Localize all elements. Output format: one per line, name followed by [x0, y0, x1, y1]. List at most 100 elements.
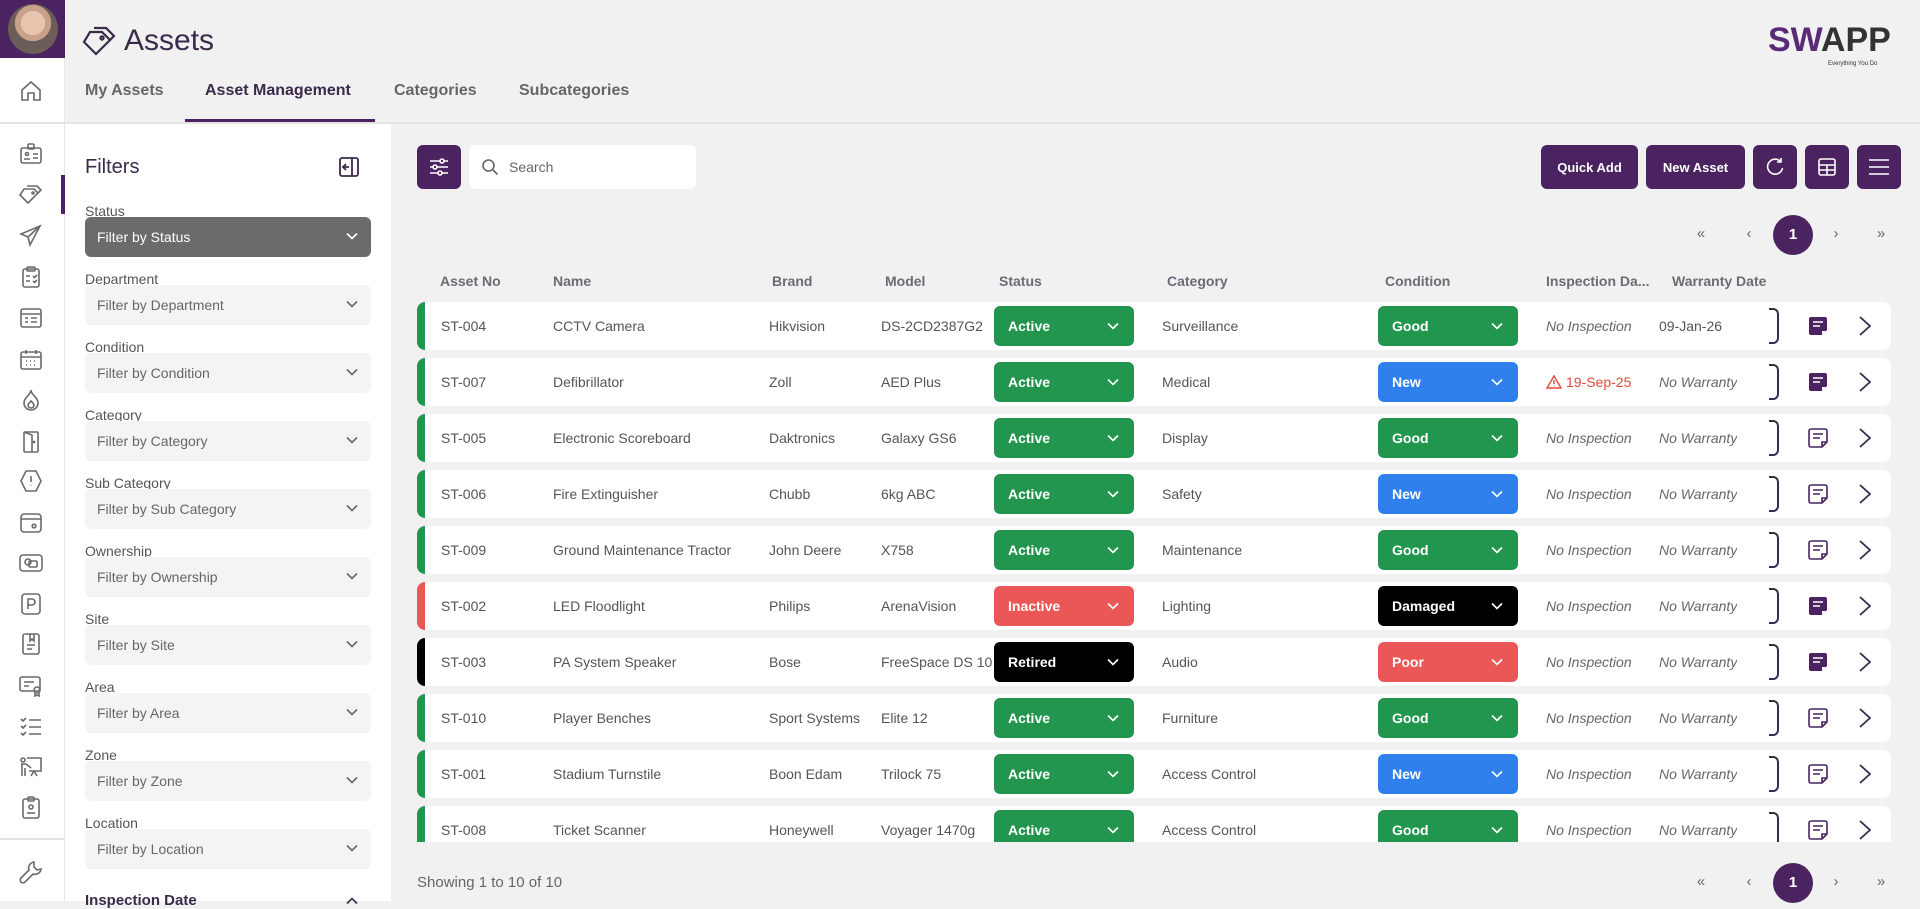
tab-asset-management[interactable]: Asset Management [185, 82, 375, 122]
pagination-prev[interactable]: ‹ [1746, 225, 1752, 242]
table-row[interactable]: ST-008 Ticket Scanner Honeywell Voyager … [417, 806, 1891, 842]
sidebar-item-calendar[interactable] [18, 347, 47, 373]
status-select[interactable]: Active [994, 754, 1134, 794]
sidebar-item-send[interactable] [18, 223, 47, 249]
sidebar-item-certificate[interactable] [18, 673, 47, 699]
column-header[interactable]: Category [1167, 273, 1228, 289]
notes-icon[interactable] [1807, 819, 1829, 841]
notes-icon[interactable] [1807, 483, 1829, 505]
filter-site-select[interactable]: Filter by Site [85, 625, 371, 665]
column-header[interactable]: Condition [1385, 273, 1451, 289]
grid-view-button[interactable] [1805, 145, 1849, 189]
status-select[interactable]: Active [994, 362, 1134, 402]
pagination-last[interactable]: » [1876, 873, 1886, 890]
sidebar-item-photo[interactable] [18, 550, 47, 576]
status-select[interactable]: Active [994, 474, 1134, 514]
condition-select[interactable]: Good [1378, 306, 1518, 346]
tab-my-assets[interactable]: My Assets [85, 82, 164, 99]
column-header[interactable]: Asset No [440, 273, 501, 289]
table-row[interactable]: ST-009 Ground Maintenance Tractor John D… [417, 526, 1891, 574]
chevron-right-icon[interactable] [1853, 482, 1875, 506]
condition-select[interactable]: Good [1378, 530, 1518, 570]
table-row[interactable]: ST-001 Stadium Turnstile Boon Edam Trilo… [417, 750, 1891, 798]
sidebar-item-presentation[interactable] [18, 754, 47, 780]
chevron-right-icon[interactable] [1853, 818, 1875, 842]
condition-select[interactable]: New [1378, 754, 1518, 794]
condition-select[interactable]: New [1378, 474, 1518, 514]
filter-zone-select[interactable]: Filter by Zone [85, 761, 371, 801]
avatar[interactable] [8, 4, 58, 54]
column-header[interactable]: Warranty Date [1672, 273, 1767, 289]
tab-categories[interactable]: Categories [394, 82, 477, 99]
status-select[interactable]: Active [994, 698, 1134, 738]
notes-icon[interactable] [1807, 539, 1829, 561]
column-header[interactable]: Name [553, 273, 592, 289]
sidebar-item-door[interactable] [18, 429, 47, 455]
condition-select[interactable]: Good [1378, 810, 1518, 842]
pagination-prev[interactable]: ‹ [1746, 873, 1752, 890]
column-header[interactable]: Brand [772, 273, 813, 289]
pagination-page-1[interactable]: 1 [1773, 215, 1813, 255]
condition-select[interactable]: Damaged [1378, 586, 1518, 626]
sidebar-item-clipboard-check[interactable] [18, 264, 47, 290]
tab-subcategories[interactable]: Subcategories [519, 82, 630, 99]
table-row[interactable]: ST-006 Fire Extinguisher Chubb 6kg ABC A… [417, 470, 1891, 518]
filter-condition-select[interactable]: Filter by Condition [85, 353, 371, 393]
column-header[interactable]: Inspection Da... [1546, 273, 1650, 289]
filter-ownership-select[interactable]: Filter by Ownership [85, 557, 371, 597]
refresh-button[interactable] [1753, 145, 1797, 189]
condition-select[interactable]: Good [1378, 698, 1518, 738]
collapse-panel-icon[interactable] [338, 156, 360, 178]
notes-icon[interactable] [1807, 427, 1829, 449]
filter-status-select[interactable]: Filter by Status [85, 217, 371, 257]
table-row[interactable]: ST-010 Player Benches Sport Systems Elit… [417, 694, 1891, 742]
column-header[interactable]: Status [999, 273, 1042, 289]
status-select[interactable]: Active [994, 810, 1134, 842]
new-asset-button[interactable]: New Asset [1646, 145, 1745, 189]
status-select[interactable]: Active [994, 306, 1134, 346]
sidebar-item-tag[interactable] [18, 182, 47, 208]
filter-department-select[interactable]: Filter by Department [85, 285, 371, 325]
notes-icon[interactable] [1807, 763, 1829, 785]
status-select[interactable]: Retired [994, 642, 1134, 682]
chevron-right-icon[interactable] [1853, 426, 1875, 450]
chevron-up-icon[interactable] [345, 894, 359, 908]
filter-sub-category-select[interactable]: Filter by Sub Category [85, 489, 371, 529]
chevron-right-icon[interactable] [1853, 314, 1875, 338]
filter-area-select[interactable]: Filter by Area [85, 693, 371, 733]
pagination-first[interactable]: « [1696, 225, 1706, 242]
chevron-right-icon[interactable] [1853, 594, 1875, 618]
table-row[interactable]: ST-003 PA System Speaker Bose FreeSpace … [417, 638, 1891, 686]
menu-button[interactable] [1857, 145, 1901, 189]
notes-filled-icon[interactable] [1807, 595, 1829, 617]
chevron-right-icon[interactable] [1853, 370, 1875, 394]
filter-category-select[interactable]: Filter by Category [85, 421, 371, 461]
table-row[interactable]: ST-005 Electronic Scoreboard Daktronics … [417, 414, 1891, 462]
chevron-right-icon[interactable] [1853, 650, 1875, 674]
search-input[interactable]: Search [469, 145, 696, 189]
table-row[interactable]: ST-004 CCTV Camera Hikvision DS-2CD2387G… [417, 302, 1891, 350]
sidebar-item-badge[interactable] [18, 795, 47, 821]
status-select[interactable]: Active [994, 530, 1134, 570]
notes-filled-icon[interactable] [1807, 371, 1829, 393]
sidebar-item-alert-octagon[interactable] [18, 468, 47, 494]
sidebar-item-id-card[interactable] [18, 141, 47, 167]
status-select[interactable]: Inactive [994, 586, 1134, 626]
sidebar-item-wrench[interactable] [18, 859, 47, 885]
chevron-right-icon[interactable] [1853, 706, 1875, 730]
table-row[interactable]: ST-002 LED Floodlight Philips ArenaVisio… [417, 582, 1891, 630]
sidebar-item-safe[interactable] [18, 510, 47, 536]
chevron-right-icon[interactable] [1853, 538, 1875, 562]
notes-icon[interactable] [1807, 707, 1829, 729]
column-header[interactable]: Model [885, 273, 926, 289]
sidebar-item-home[interactable] [18, 78, 47, 104]
pagination-first[interactable]: « [1696, 873, 1706, 890]
sidebar-item-checklist[interactable] [18, 713, 47, 739]
filter-location-select[interactable]: Filter by Location [85, 829, 371, 869]
pagination-next[interactable]: › [1833, 873, 1839, 890]
pagination-next[interactable]: › [1833, 225, 1839, 242]
sidebar-item-flame[interactable] [18, 387, 47, 413]
table-row[interactable]: ST-007 Defibrillator Zoll AED Plus Activ… [417, 358, 1891, 406]
pagination-page-1[interactable]: 1 [1773, 863, 1813, 903]
filter-toggle-button[interactable] [417, 145, 461, 189]
